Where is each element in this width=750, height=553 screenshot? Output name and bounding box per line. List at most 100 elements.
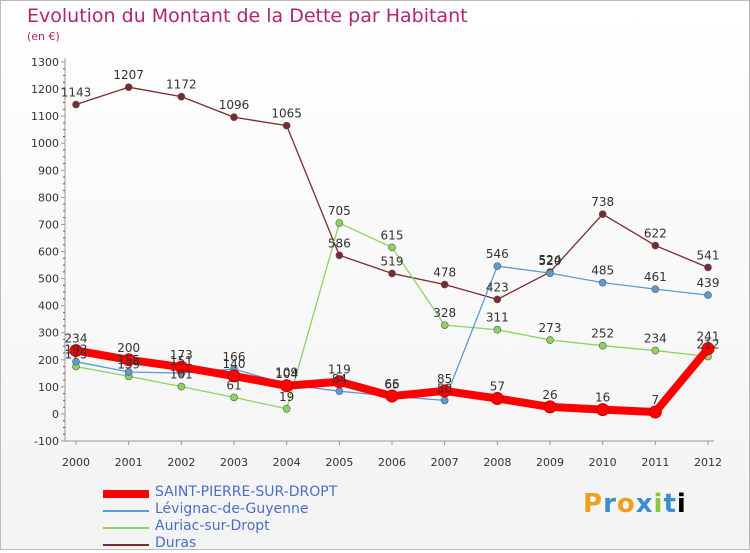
data-label: 57: [490, 379, 505, 393]
data-label: 1065: [271, 107, 302, 121]
y-tick-label: 800: [38, 191, 59, 204]
logo-letter: r: [603, 489, 617, 519]
data-point: [596, 403, 610, 417]
x-tick-label: 2006: [378, 456, 406, 469]
data-label: 85: [437, 372, 452, 386]
data-point: [648, 405, 662, 419]
data-point: [651, 285, 660, 293]
x-tick-label: 2008: [483, 456, 511, 469]
y-tick-label: 1300: [31, 56, 59, 69]
x-tick-label: 2000: [62, 456, 90, 469]
data-label: 1172: [166, 78, 197, 92]
y-tick-label: 200: [38, 354, 59, 367]
data-point: [440, 280, 449, 289]
data-label: 241: [697, 330, 720, 344]
data-point: [332, 375, 346, 389]
data-point: [704, 263, 712, 272]
data-point: [598, 278, 607, 287]
legend-swatch-auriac: [103, 527, 149, 529]
data-point: [174, 360, 188, 374]
data-point: [280, 379, 294, 393]
data-point: [651, 346, 660, 355]
data-label: 439: [697, 276, 720, 290]
data-label: 151: [170, 354, 193, 368]
data-label: 546: [486, 247, 509, 261]
y-tick-label: -100: [34, 435, 59, 448]
logo-letter: i: [676, 489, 687, 519]
data-label: 1207: [113, 68, 144, 82]
x-tick-label: 2004: [273, 456, 301, 469]
y-tick-label: 500: [38, 273, 59, 286]
data-label: 705: [328, 204, 351, 218]
logo-letter: i: [653, 489, 664, 519]
x-tick-label: 2007: [431, 456, 459, 469]
data-label: 200: [117, 341, 140, 355]
data-point: [122, 353, 136, 367]
data-label: 311: [486, 311, 509, 325]
chart-title: Evolution du Montant de la Dette par Hab…: [27, 5, 468, 27]
data-label: 175: [65, 348, 88, 362]
data-label: 738: [591, 195, 614, 209]
data-point: [282, 404, 291, 413]
y-tick-label: 700: [38, 218, 59, 231]
logo-letter: o: [616, 489, 636, 519]
x-tick-label: 2001: [115, 456, 143, 469]
data-point: [177, 92, 186, 101]
data-label: 155: [117, 353, 140, 367]
data-point: [335, 387, 344, 395]
data-label: 50: [437, 381, 452, 395]
logo-letter: P: [583, 489, 604, 519]
data-label: 173: [170, 348, 193, 362]
data-label: 485: [591, 264, 614, 278]
data-label: 7: [652, 393, 660, 407]
data-label: 193: [65, 343, 88, 357]
data-label: 524: [539, 253, 562, 267]
data-labels-0: 234 200 173 140 104 119 66 85 57 26 16 7 241: [65, 330, 720, 407]
data-label: 328: [433, 306, 456, 320]
data-point: [651, 241, 660, 250]
data-label: 104: [275, 367, 298, 381]
data-point: [124, 368, 133, 376]
data-label: 519: [381, 254, 404, 268]
data-point: [598, 341, 607, 350]
data-label: 273: [539, 321, 562, 335]
data-label: 66: [384, 377, 399, 391]
data-point: [230, 113, 238, 122]
x-tick-label: 2003: [220, 456, 248, 469]
data-label: 1096: [219, 98, 250, 112]
logo-letter: x: [635, 489, 654, 519]
data-label: 478: [433, 266, 456, 280]
data-label: 140: [223, 357, 246, 371]
legend-swatch-levignac: [103, 510, 149, 512]
y-tick-label: 1100: [31, 110, 59, 123]
data-label: 19: [279, 390, 294, 404]
data-point: [282, 121, 291, 130]
data-label: 1143: [61, 86, 92, 100]
legend-swatch-duras: [103, 544, 149, 546]
data-label: 541: [697, 248, 720, 262]
data-point: [230, 393, 238, 402]
data-point: [388, 269, 396, 278]
data-label: 16: [595, 391, 610, 405]
data-label: 234: [644, 332, 667, 346]
data-label: 65: [384, 377, 399, 391]
y-tick-label: 900: [38, 164, 59, 177]
data-label: 252: [591, 327, 614, 341]
data-label: 234: [65, 332, 88, 346]
y-tick-label: 1200: [31, 83, 59, 96]
legend-swatch-saint-pierre: [103, 490, 149, 498]
data-label: 101: [170, 368, 193, 382]
data-label: 423: [486, 280, 509, 294]
data-point: [385, 389, 399, 403]
x-tick-label: 2010: [589, 456, 617, 469]
legend-label-auriac: Auriac-sur-Dropt: [155, 518, 270, 534]
data-point: [177, 382, 186, 391]
y-tick-label: 100: [38, 381, 59, 394]
data-point: [72, 357, 80, 366]
y-tick-label: 600: [38, 246, 59, 259]
legend-label-duras: Duras: [155, 535, 197, 551]
x-tick-label: 2012: [694, 456, 722, 469]
data-point: [493, 325, 502, 334]
